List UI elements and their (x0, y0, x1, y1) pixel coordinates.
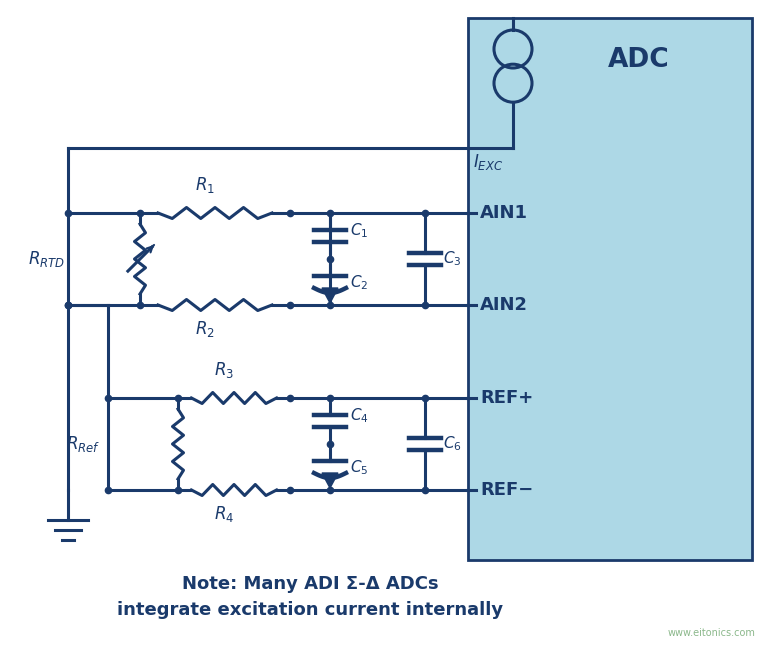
Text: $C_6$: $C_6$ (443, 435, 462, 454)
Text: $C_2$: $C_2$ (350, 274, 368, 292)
Text: $I_{EXC}$: $I_{EXC}$ (473, 152, 504, 172)
Text: $R_2$: $R_2$ (195, 319, 215, 339)
Text: $R_1$: $R_1$ (195, 175, 215, 195)
Text: Note: Many ADI Σ-Δ ADCs: Note: Many ADI Σ-Δ ADCs (182, 575, 438, 593)
Text: REF−: REF− (480, 481, 534, 499)
Text: www.eitonics.com: www.eitonics.com (667, 628, 755, 638)
Polygon shape (322, 473, 338, 488)
Text: ADC: ADC (608, 47, 669, 73)
Text: integrate excitation current internally: integrate excitation current internally (117, 601, 503, 619)
Polygon shape (322, 288, 338, 303)
Text: REF+: REF+ (480, 389, 534, 407)
Bar (468, 18, 752, 560)
Text: $R_4$: $R_4$ (214, 504, 234, 524)
Text: $C_5$: $C_5$ (350, 459, 368, 478)
Text: $R_3$: $R_3$ (214, 360, 234, 380)
Text: $C_4$: $C_4$ (350, 407, 369, 425)
Text: AIN2: AIN2 (480, 296, 528, 314)
Text: $C_1$: $C_1$ (350, 222, 368, 240)
Text: $R_{Ref}$: $R_{Ref}$ (65, 434, 100, 454)
Text: $R_{RTD}$: $R_{RTD}$ (28, 249, 65, 269)
Text: $C_3$: $C_3$ (443, 250, 461, 268)
Text: AIN1: AIN1 (480, 204, 528, 222)
